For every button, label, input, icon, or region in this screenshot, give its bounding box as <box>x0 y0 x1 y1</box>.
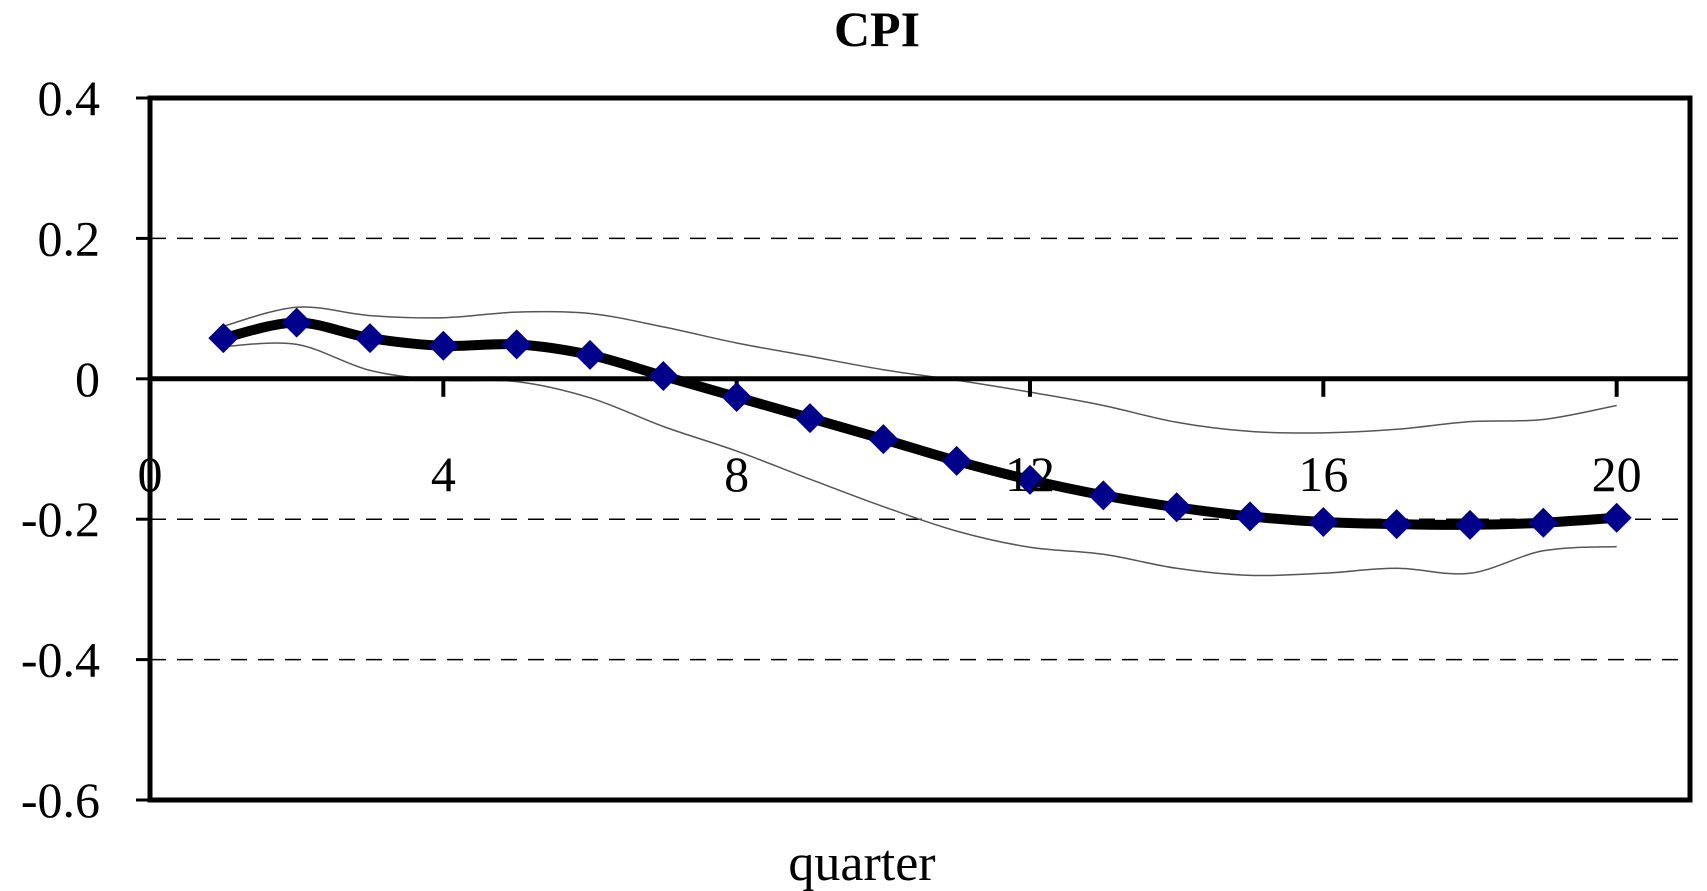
data-point-q19 <box>1528 507 1559 538</box>
data-point-q1 <box>208 323 239 354</box>
chart-title: CPI <box>834 1 920 57</box>
data-point-q12 <box>1015 464 1045 495</box>
data-point-q11 <box>941 445 972 476</box>
x-tick-label-5: 20 <box>1592 446 1642 502</box>
x-tick-label-2: 8 <box>724 446 749 502</box>
data-point-q18 <box>1455 509 1485 540</box>
y-tick-label-3: -0.2 <box>21 491 100 547</box>
data-point-q4 <box>428 330 459 361</box>
data-point-q15 <box>1235 501 1265 532</box>
data-point-q14 <box>1161 492 1192 523</box>
data-point-q7 <box>648 360 679 391</box>
tick-labels: 0.4 0.2 0 -0.2 -0.4 -0.6 0 4 8 12 16 20 <box>21 70 1642 828</box>
x-tick-label-3: 12 <box>1005 446 1055 502</box>
y-tick-label-0: 0.4 <box>38 70 101 126</box>
data-point-q13 <box>1088 480 1119 511</box>
data-point-q3 <box>355 323 385 354</box>
y-tick-label-5: -0.6 <box>21 772 100 828</box>
data-point-q2 <box>281 307 312 338</box>
data-point-q8 <box>721 382 752 413</box>
series-line-upper-band <box>223 306 1617 434</box>
axes <box>136 95 1693 803</box>
x-tick-label-4: 16 <box>1298 446 1348 502</box>
data-markers <box>208 307 1632 540</box>
x-tick-label-1: 4 <box>431 446 456 502</box>
data-point-q6 <box>575 339 605 370</box>
plot-frame <box>147 95 1693 803</box>
data-point-q20 <box>1601 502 1632 533</box>
x-tick-label-0: 0 <box>138 446 163 502</box>
data-point-q16 <box>1308 507 1339 538</box>
data-point-q9 <box>795 403 825 434</box>
data-point-q10 <box>868 424 899 455</box>
data-point-q5 <box>501 329 532 360</box>
y-tick-label-4: -0.4 <box>21 632 100 688</box>
y-tick-label-1: 0.2 <box>38 210 101 266</box>
y-tick-label-2: 0 <box>75 351 100 407</box>
data-point-q17 <box>1381 509 1412 540</box>
x-axis-label: quarter <box>788 835 935 891</box>
